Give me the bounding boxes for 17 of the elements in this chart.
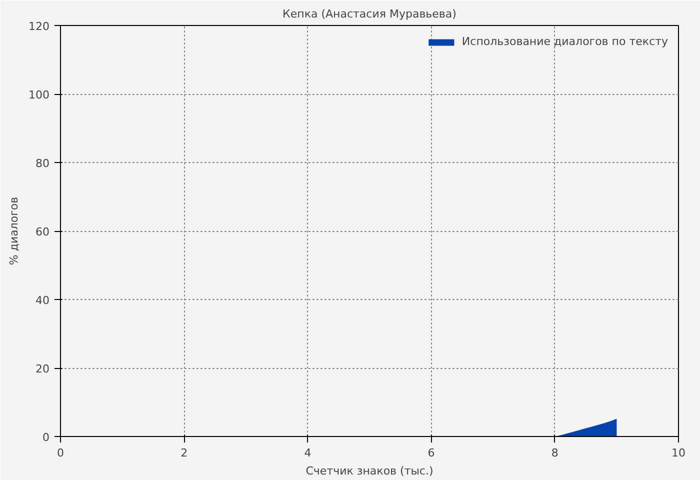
legend-label: Использование диалогов по тексту: [462, 35, 668, 48]
y-tick-label: 80: [36, 157, 50, 170]
x-tick-label: 0: [57, 446, 64, 460]
x-tick-label: 8: [551, 446, 558, 460]
y-axis-title: % диалогов: [8, 196, 21, 266]
x-tick-label: 4: [304, 446, 312, 460]
x-tick-label: 6: [428, 446, 435, 460]
y-tick-label: 20: [36, 362, 50, 376]
x-tick-label: 2: [180, 446, 188, 460]
y-tick-label: 120: [28, 20, 50, 33]
chart-title: Кепка (Анастасия Муравьева): [282, 8, 456, 20]
y-tick-label: 100: [28, 88, 50, 102]
y-tick-label: 0: [42, 431, 50, 444]
x-axis-title: Счетчик знаков (тыс.): [306, 464, 434, 478]
y-tick-label: 60: [36, 226, 50, 238]
x-tick-label: 10: [672, 446, 686, 460]
y-tick-label: 40: [36, 294, 50, 307]
